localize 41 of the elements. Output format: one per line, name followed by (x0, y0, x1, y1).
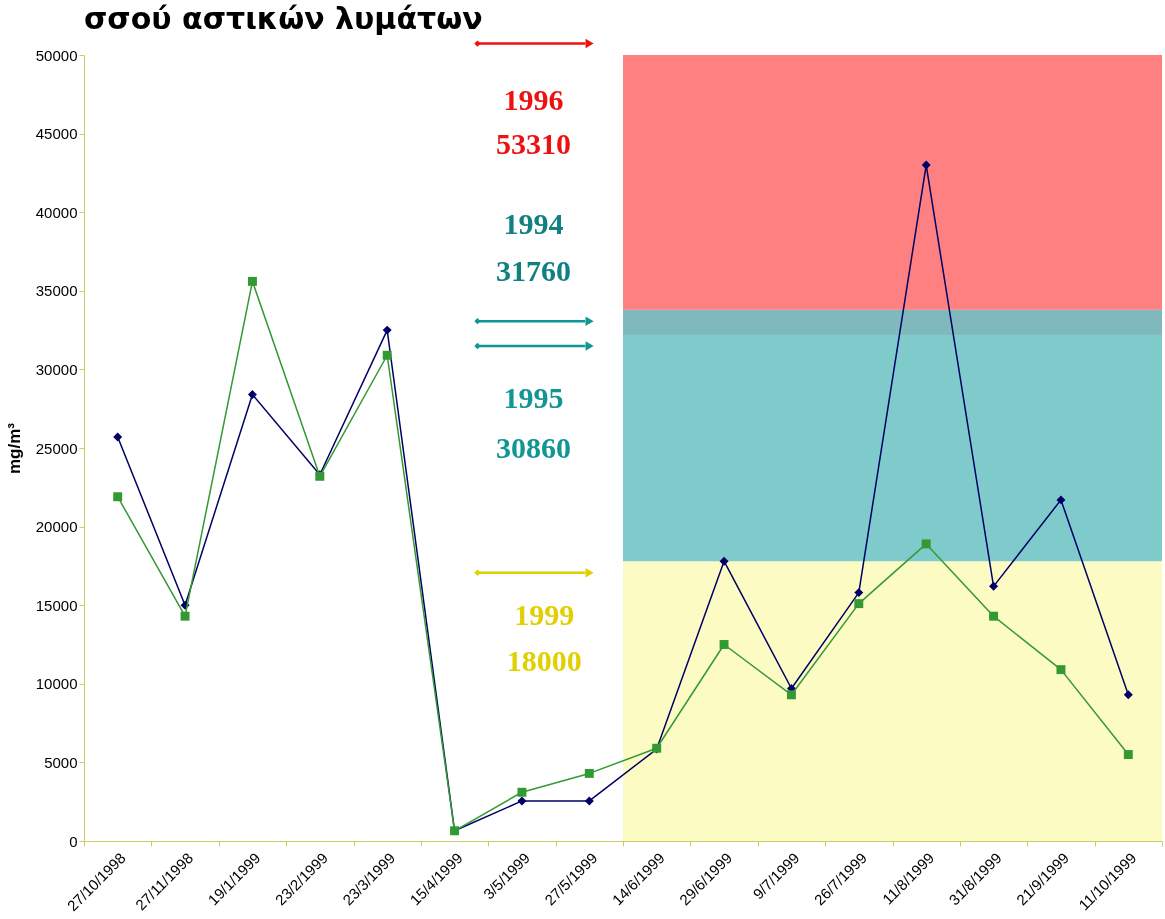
y-tick-label: 15000 (35, 596, 78, 614)
y-tick-label: 10000 (35, 675, 78, 693)
annotation: 1999 18000 (506, 598, 582, 677)
y-tick-label: 45000 (35, 125, 78, 143)
y-tick-label: 5000 (44, 753, 78, 771)
y-tick-label: 35000 (35, 282, 78, 300)
point (113, 432, 123, 442)
point (1056, 495, 1066, 505)
point (1056, 665, 1066, 675)
annotation: 1995 30860 (496, 380, 572, 464)
point (247, 390, 257, 400)
point (517, 787, 527, 797)
y-tick-label: 20000 (35, 518, 78, 536)
point (584, 796, 594, 806)
point (382, 325, 392, 335)
point (921, 539, 931, 549)
annotation: 1996 53310 (496, 82, 572, 161)
y-axis-title: mg/m³ (4, 422, 24, 474)
point (719, 640, 729, 649)
point (786, 690, 796, 700)
point (921, 160, 931, 170)
point (989, 611, 999, 621)
chart-title: σσού αστικών λυμάτων (84, 0, 483, 36)
annotation: 1994 31760 (496, 206, 572, 288)
point (247, 276, 257, 286)
point (989, 581, 999, 591)
point (584, 768, 594, 778)
point (1123, 690, 1133, 700)
point (854, 599, 864, 609)
y-tick-label: 25000 (35, 439, 78, 457)
point (1123, 750, 1133, 760)
y-tick-label: 50000 (35, 46, 78, 64)
y-tick-label: 0 (69, 832, 78, 850)
point (382, 350, 392, 360)
point (719, 556, 729, 566)
point (113, 492, 123, 502)
point (854, 588, 864, 598)
y-tick-label: 40000 (35, 203, 78, 221)
point (180, 611, 190, 621)
y-tick-label: 30000 (35, 360, 78, 378)
point (517, 796, 527, 806)
